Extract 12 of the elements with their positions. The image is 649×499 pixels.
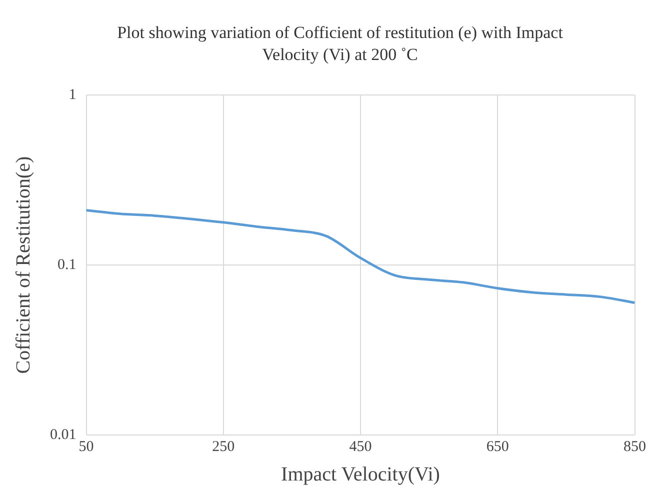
- x-tick-label: 50: [78, 438, 94, 455]
- y-tick-label: 1: [68, 86, 76, 103]
- x-axis-title: Impact Velocity(Vi): [281, 463, 440, 486]
- x-tick-label: 650: [486, 438, 509, 455]
- y-tick-label: 0.01: [50, 426, 76, 443]
- line-series: [86, 208, 635, 304]
- x-tick-label: 450: [349, 438, 372, 455]
- x-tick-label: 850: [624, 438, 646, 455]
- y-tick-label: 0.1: [58, 256, 76, 273]
- chart-title: Plot showing variation of Cofficient of restitution (e) with Impact Velocity (Vi) at 200 ˚C: [116, 22, 564, 66]
- y-axis-title: Cofficient of Restitution(e): [12, 156, 34, 374]
- x-tick-label: 250: [212, 438, 235, 455]
